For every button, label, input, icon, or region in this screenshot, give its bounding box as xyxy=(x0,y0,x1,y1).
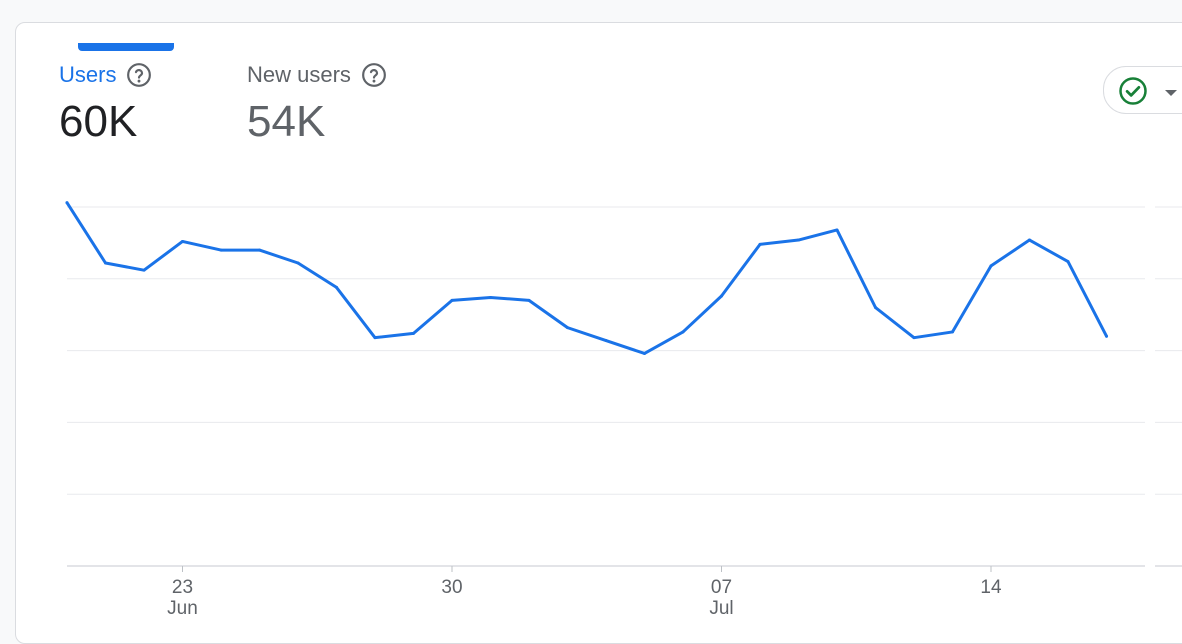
x-tick-label-14: 14 xyxy=(980,577,1002,598)
data-point xyxy=(1066,260,1070,264)
x-tick-label-30: 30 xyxy=(441,577,462,598)
data-point xyxy=(219,248,223,252)
users-overview-card xyxy=(15,22,1182,644)
metric-new-users-value: 54K xyxy=(247,97,326,146)
x-tick-label-23: 23 xyxy=(172,577,193,598)
metric-users-label: Users xyxy=(59,62,117,87)
data-point xyxy=(681,330,685,334)
data-point xyxy=(1028,238,1031,242)
chart-gridlines xyxy=(67,206,1182,567)
data-point xyxy=(758,242,762,246)
metric-users-value: 60K xyxy=(59,97,138,146)
data-point xyxy=(874,306,877,310)
data-point xyxy=(335,285,338,289)
data-point xyxy=(373,336,377,340)
data-point xyxy=(527,298,531,302)
check-circle-icon xyxy=(1118,76,1148,106)
data-point xyxy=(142,268,146,272)
data-point xyxy=(181,239,184,243)
data-point xyxy=(1105,334,1108,338)
metric-new-users-tab[interactable]: New users 54K xyxy=(247,60,387,148)
chart-series xyxy=(65,201,1108,355)
data-point xyxy=(566,326,569,330)
series-line xyxy=(65,201,1108,355)
x-tick-month-jul: Jul xyxy=(709,598,733,619)
data-point xyxy=(489,295,492,299)
active-tab-indicator xyxy=(78,43,174,51)
data-point xyxy=(65,201,69,205)
x-tick-label-07: 07 xyxy=(711,577,732,598)
data-point xyxy=(989,264,993,268)
x-tick-month-jun: Jun xyxy=(167,598,198,619)
data-point xyxy=(450,298,454,302)
data-point xyxy=(412,331,415,335)
data-point xyxy=(104,261,107,265)
data-point xyxy=(258,248,261,252)
compare-dropdown-button[interactable] xyxy=(1103,66,1182,114)
data-point xyxy=(604,339,608,343)
data-point xyxy=(296,261,300,265)
data-point xyxy=(912,336,916,340)
metric-users-tab[interactable]: Users 60K xyxy=(59,60,152,148)
data-point xyxy=(720,294,723,298)
help-circle-icon[interactable] xyxy=(126,62,152,88)
data-point xyxy=(797,238,800,242)
help-circle-icon[interactable] xyxy=(361,62,387,88)
data-point xyxy=(643,351,646,355)
caret-down-icon xyxy=(1164,85,1178,96)
data-point xyxy=(835,228,839,232)
data-point xyxy=(951,330,954,334)
metric-new-users-label: New users xyxy=(247,62,351,87)
